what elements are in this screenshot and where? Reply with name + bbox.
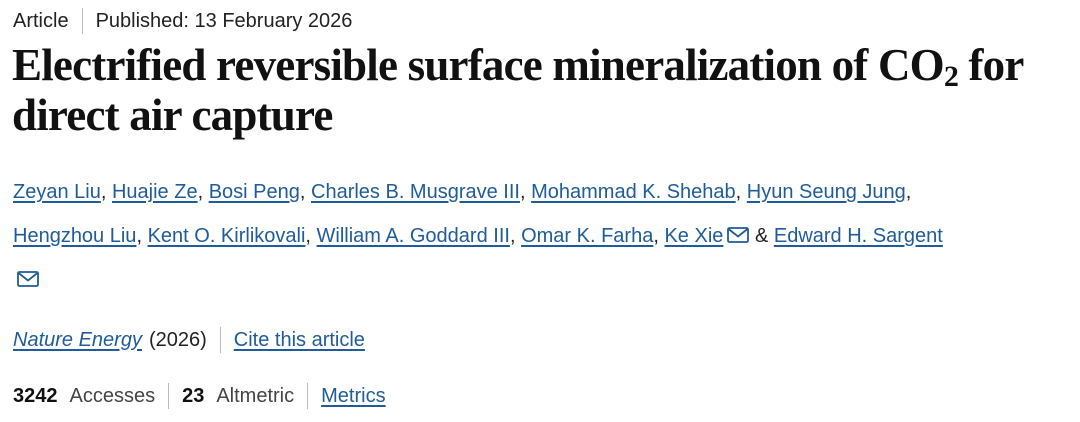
published-date: Published: 13 February 2026 [95, 9, 353, 32]
separator: , [100, 181, 107, 203]
separator: , [509, 225, 516, 247]
author-link[interactable]: Hengzhou Liu [13, 225, 137, 247]
divider [168, 383, 170, 409]
author-link[interactable]: Ke Xie [664, 225, 724, 247]
accesses-count: 3242 [13, 384, 58, 407]
article-title: Electrified reversible surface mineraliz… [12, 40, 1078, 140]
separator: , [519, 181, 526, 203]
divider [219, 327, 221, 353]
author-link[interactable]: Bosi Peng [208, 181, 300, 203]
separator: , [735, 181, 742, 203]
journal-link[interactable]: Nature Energy [13, 328, 142, 351]
title-text: for direct air capture [12, 40, 1024, 140]
altmetric-label: Altmetric [216, 384, 295, 407]
metrics-bar: 3242 Accesses 23 Altmetric Metrics [13, 383, 386, 409]
author-link[interactable]: Charles B. Musgrave III [311, 181, 520, 203]
author-link[interactable]: Huajie Ze [111, 181, 198, 203]
divider [307, 383, 309, 409]
separator: & [754, 225, 769, 247]
divider [81, 8, 83, 34]
email-icon[interactable] [17, 271, 39, 287]
article-meta: Article Published: 13 February 2026 [13, 8, 352, 34]
author-list: Zeyan Liu, Huajie Ze, Bosi Peng, Charles… [13, 170, 1079, 302]
journal-year: (2026) [148, 328, 207, 351]
separator: , [197, 181, 204, 203]
separator: , [136, 225, 142, 247]
accesses-label: Accesses [69, 384, 156, 407]
author-link[interactable]: Hyun Seung Jung [746, 181, 906, 203]
separator: , [299, 181, 306, 203]
title-subscript: 2 [943, 60, 959, 93]
metrics-link[interactable]: Metrics [321, 384, 386, 407]
journal-info: Nature Energy (2026) Cite this article [13, 327, 365, 353]
article-type: Article [13, 9, 69, 32]
author-link[interactable]: Zeyan Liu [13, 181, 101, 203]
title-text: Electrified reversible surface mineraliz… [12, 40, 945, 90]
author-link[interactable]: Edward H. Sargent [773, 225, 943, 247]
author-link[interactable]: William A. Goddard III [316, 225, 510, 247]
email-icon[interactable] [727, 227, 750, 243]
separator: , [305, 225, 311, 247]
altmetric-count: 23 [182, 384, 205, 407]
author-link[interactable]: Kent O. Kirlikovali [147, 225, 306, 247]
separator: , [653, 225, 659, 247]
cite-link[interactable]: Cite this article [233, 328, 365, 351]
author-link[interactable]: Mohammad K. Shehab [531, 181, 736, 203]
author-link[interactable]: Omar K. Farha [521, 225, 654, 247]
separator: , [905, 181, 912, 203]
